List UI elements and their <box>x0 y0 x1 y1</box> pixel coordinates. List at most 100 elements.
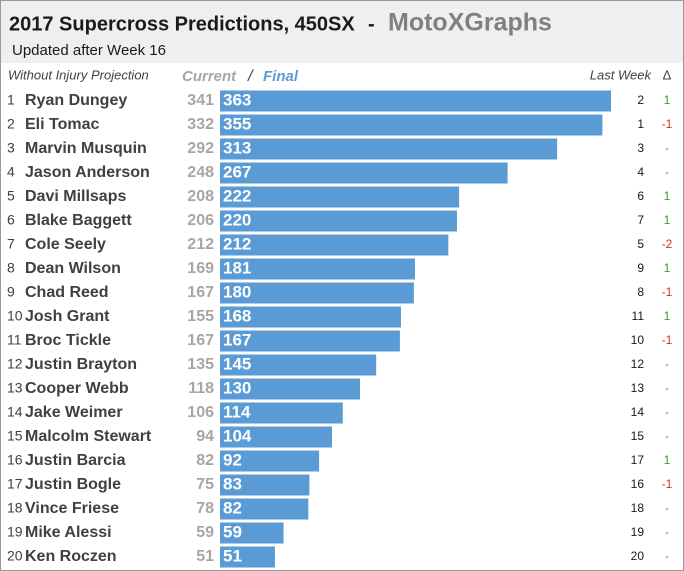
rank: 16 <box>7 452 23 468</box>
header-slash: / <box>247 68 254 85</box>
delta: - <box>665 549 669 563</box>
delta: - <box>665 381 669 395</box>
rank: 8 <box>7 260 15 276</box>
delta: -2 <box>662 237 673 251</box>
delta: 1 <box>664 261 671 275</box>
final-label: 180 <box>223 282 251 301</box>
delta: - <box>665 405 669 419</box>
rider-name: Blake Baggett <box>25 212 132 229</box>
current-points: 167 <box>187 284 214 301</box>
last-week: 1 <box>637 117 644 131</box>
current-points: 341 <box>187 92 214 109</box>
delta: -1 <box>662 285 673 299</box>
final-label: 104 <box>223 426 252 445</box>
rider-name: Jason Anderson <box>25 164 150 181</box>
last-week: 17 <box>631 453 645 467</box>
final-label: 59 <box>223 522 242 541</box>
rider-name: Jake Weimer <box>25 404 123 421</box>
last-week: 18 <box>631 501 645 515</box>
final-label: 212 <box>223 234 251 253</box>
title-separator: - <box>368 13 375 35</box>
rider-name: Josh Grant <box>25 308 110 325</box>
header-delta: Δ <box>663 67 672 82</box>
current-points: 292 <box>187 140 214 157</box>
delta: 1 <box>664 93 671 107</box>
final-label: 168 <box>223 306 251 325</box>
current-points: 135 <box>187 356 214 373</box>
current-points: 169 <box>187 260 214 277</box>
rank: 1 <box>7 92 15 108</box>
current-points: 106 <box>187 404 214 421</box>
final-label: 220 <box>223 210 251 229</box>
final-label: 130 <box>223 378 251 397</box>
current-points: 78 <box>196 500 214 517</box>
delta: - <box>665 141 669 155</box>
rank: 18 <box>7 500 23 516</box>
last-week: 15 <box>631 429 645 443</box>
rank: 11 <box>7 332 22 348</box>
current-points: 51 <box>196 548 214 565</box>
rider-name: Davi Millsaps <box>25 188 126 205</box>
final-label: 313 <box>223 138 251 157</box>
header-projection: Without Injury Projection <box>8 67 149 82</box>
delta: - <box>665 501 669 515</box>
rank: 10 <box>7 308 23 324</box>
current-points: 82 <box>196 452 214 469</box>
final-label: 114 <box>223 402 251 421</box>
bar <box>220 330 400 352</box>
bar <box>220 282 414 304</box>
rider-name: Chad Reed <box>25 284 109 301</box>
bar <box>220 306 401 328</box>
delta: -1 <box>662 477 673 491</box>
last-week: 3 <box>637 141 644 155</box>
rider-name: Justin Barcia <box>25 452 126 469</box>
last-week: 4 <box>637 165 644 179</box>
header-last-week: Last Week <box>590 67 653 82</box>
current-points: 208 <box>187 188 214 205</box>
rider-name: Ryan Dungey <box>25 92 127 109</box>
rank: 9 <box>7 284 15 300</box>
rank: 13 <box>7 380 23 396</box>
current-points: 59 <box>196 524 214 541</box>
current-points: 94 <box>196 428 214 445</box>
last-week: 16 <box>631 477 645 491</box>
title-band <box>1 1 683 63</box>
current-points: 75 <box>196 476 214 493</box>
delta: 1 <box>664 453 671 467</box>
bar <box>220 234 449 256</box>
bar <box>220 90 611 112</box>
last-week: 7 <box>637 213 644 227</box>
last-week: 19 <box>631 525 645 539</box>
bar <box>220 114 603 136</box>
final-label: 92 <box>223 450 242 469</box>
rank: 14 <box>7 404 23 420</box>
last-week: 14 <box>631 405 645 419</box>
delta: - <box>665 357 669 371</box>
final-label: 355 <box>223 114 251 133</box>
rider-name: Justin Brayton <box>25 356 137 373</box>
last-week: 13 <box>631 381 645 395</box>
last-week: 20 <box>631 549 645 563</box>
bar <box>220 210 457 232</box>
current-points: 155 <box>187 308 214 325</box>
bar <box>220 522 284 544</box>
delta: -1 <box>662 117 673 131</box>
rider-name: Cole Seely <box>25 236 106 253</box>
bar <box>220 186 460 208</box>
last-week: 9 <box>637 261 644 275</box>
bar <box>220 378 361 400</box>
rank: 5 <box>7 188 15 204</box>
last-week: 6 <box>637 189 644 203</box>
subtitle: Updated after Week 16 <box>12 42 166 59</box>
rider-name: Malcolm Stewart <box>25 428 152 445</box>
last-week: 2 <box>637 93 644 107</box>
current-points: 332 <box>187 116 214 133</box>
final-label: 83 <box>223 474 242 493</box>
rank: 7 <box>7 236 15 252</box>
bar <box>220 354 377 376</box>
rank: 2 <box>7 116 15 132</box>
delta: - <box>665 165 669 179</box>
current-points: 118 <box>188 380 214 397</box>
rider-name: Ken Roczen <box>25 548 117 565</box>
final-label: 167 <box>223 330 251 349</box>
